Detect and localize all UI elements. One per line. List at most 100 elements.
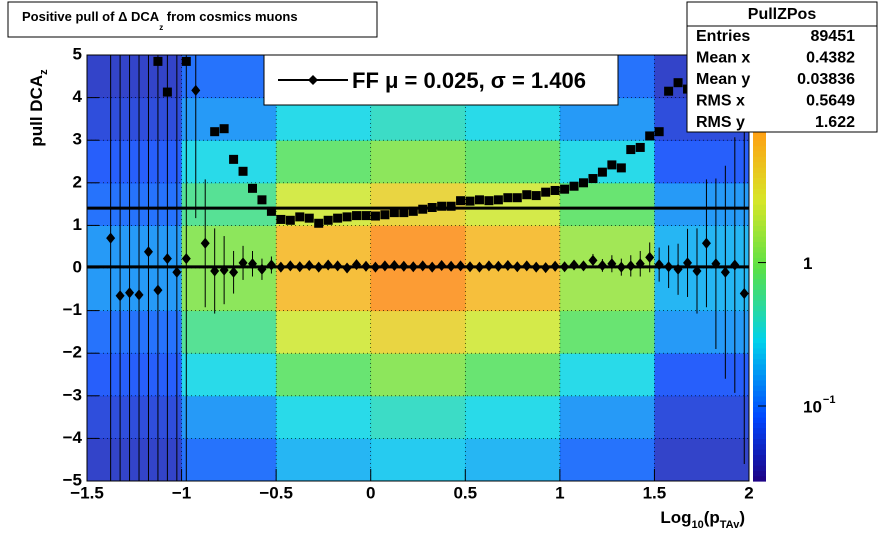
data-point [210,265,220,277]
data-point [266,206,276,216]
data-point [162,253,172,265]
data-point [645,251,655,263]
data-point [522,260,532,272]
data-point [115,290,125,302]
data-point [304,213,314,223]
stats-frame [686,1,878,133]
color-bar-segment [753,129,766,136]
data-point [503,193,513,203]
data-point [512,261,522,273]
z-tick-label: 10 [803,397,822,416]
data-point [739,288,749,300]
color-bar-segment [753,204,766,211]
y-tick-label: 2 [73,172,82,191]
stats-value: 0.5649 [806,93,855,110]
heatmap-cell [370,268,466,312]
heatmap-cell [87,182,183,226]
stats-key: RMS x [696,93,745,110]
color-bar-segment [753,406,766,413]
color-bar-segment [753,225,766,232]
y-tick-label: −3 [63,385,82,404]
x-label-text: (p [704,508,720,527]
x-tick-label: −1.5 [70,483,104,502]
x-tick-label: 1 [555,483,564,502]
y-tick-label: 3 [73,130,82,149]
data-point [673,78,683,88]
heatmap-cell [370,140,466,184]
data-point [427,261,437,273]
color-bar-segment [753,241,766,248]
data-point [560,261,570,273]
data-point [654,127,664,137]
color-bar-segment [753,331,766,338]
data-point [342,262,352,274]
heatmap-cell [87,140,183,184]
data-point [607,258,617,270]
heatmap-cell [181,97,277,141]
heatmap-cell [87,438,183,481]
y-axis-label: pull DCAz [27,69,49,147]
data-point [465,261,475,273]
data-point [616,261,626,273]
data-point [399,260,409,272]
heatmap-cell [465,225,561,269]
y-tick-label: −4 [63,428,83,447]
data-point [664,261,674,273]
y-tick-label: 4 [73,87,83,106]
heatmap-cell [181,310,277,354]
data-point [437,259,447,271]
heatmap-cell [559,310,655,354]
data-point [238,257,248,269]
data-point [579,260,588,272]
color-bar-segment [753,230,766,237]
color-bar-segment [753,353,766,360]
heatmap-cell [370,225,466,269]
data-point [588,174,598,184]
color-bar-segment [753,326,766,333]
z-tick-label: 1 [803,254,812,273]
data-point [248,258,257,270]
data-layer [87,55,749,481]
data-point [408,261,418,273]
y-tick-label: −5 [63,470,82,489]
color-bar-segment [753,433,766,439]
data-point [106,232,116,244]
data-point [427,203,437,213]
x-axis-label: Log10(pTAv) [660,508,745,530]
heatmap-cell [181,225,277,269]
data-point [456,260,466,272]
heatmap-cell [276,353,372,397]
data-point [399,208,409,218]
data-point [408,206,418,216]
x-tick-label: 0.5 [453,483,477,502]
y-label-sub: z [38,69,50,75]
color-bar-segment [753,337,766,344]
data-point [361,211,371,221]
data-point [588,254,598,266]
data-point [210,127,220,137]
stats-box: PullZPos Entries 89451 Mean x 0.4382 Mean y 0… [686,1,878,133]
data-point [465,196,475,206]
heatmap-cell [181,438,277,481]
heatmap-cell [465,438,561,481]
data-point [493,260,503,272]
data-point [456,196,466,206]
color-bar-segment [753,236,766,242]
color-bar-segment [753,283,766,290]
data-point [531,261,541,273]
title-text: from cosmics muons [163,9,297,24]
data-point [626,145,636,155]
data-point [380,210,390,220]
color-bar-segment [753,342,766,349]
data-point [720,266,730,278]
data-point [474,195,484,205]
data-point [314,261,324,273]
data-point [370,261,380,273]
stats-value: 0.03836 [797,71,855,88]
heatmap-cell [276,268,372,312]
stats-key: RMS y [696,114,745,131]
data-point [295,212,305,222]
heatmap-cell [559,438,655,481]
data-point [352,259,362,271]
